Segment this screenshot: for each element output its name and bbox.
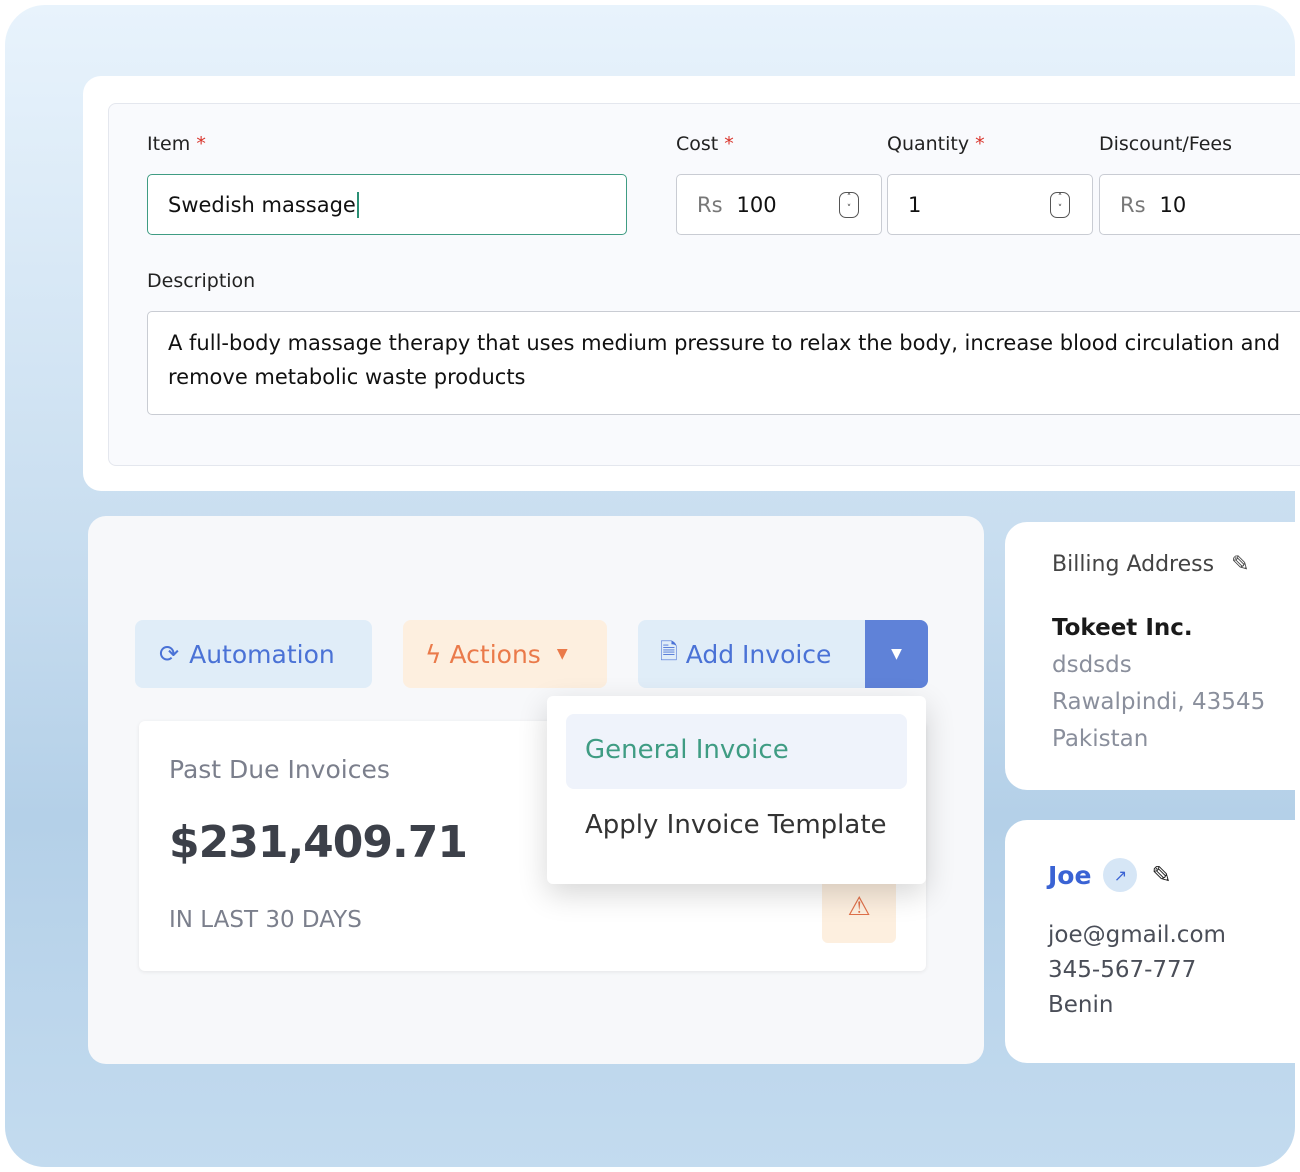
billing-line1: dsdsds — [1052, 652, 1132, 678]
contact-card: Joe ↗ ✎ joe@gmail.com 345-567-777 Benin — [1005, 820, 1300, 1063]
currency-prefix: Rs — [1120, 192, 1146, 217]
add-invoice-dropdown-toggle[interactable]: ▼ — [865, 620, 928, 688]
edit-pencil-icon[interactable]: ✎ — [1231, 552, 1250, 577]
cost-label: Cost * — [676, 133, 734, 155]
cost-input[interactable]: Rs 100 ˄ ˅ — [676, 174, 882, 235]
quantity-input[interactable]: 1 ˄ ˅ — [887, 174, 1093, 235]
automation-label: Automation — [189, 639, 335, 669]
menu-item-apply-invoice-template[interactable]: Apply Invoice Template — [585, 810, 887, 840]
add-invoice-button[interactable]: 🗎 Add Invoice ▼ — [638, 620, 928, 688]
add-invoice-dropdown-menu: General Invoice Apply Invoice Template — [547, 696, 926, 884]
billing-line2: Rawalpindi, 43545 — [1052, 689, 1266, 715]
contact-phone: 345-567-777 — [1048, 957, 1197, 983]
caret-down-icon: ▼ — [556, 646, 568, 662]
contact-header: Joe ↗ ✎ — [1048, 858, 1172, 892]
item-input[interactable]: Swedish massage — [147, 174, 627, 235]
currency-prefix: Rs — [697, 192, 723, 217]
discount-value: 10 — [1159, 192, 1187, 217]
billing-country: Pakistan — [1052, 726, 1149, 752]
menu-item-general-invoice[interactable]: General Invoice — [566, 714, 907, 789]
open-external-icon[interactable]: ↗ — [1103, 858, 1138, 892]
automation-button[interactable]: ⟳ Automation — [135, 620, 372, 688]
stepper-icon[interactable]: ˄ ˅ — [839, 192, 859, 218]
discount-label: Discount/Fees — [1099, 133, 1232, 155]
contact-name-link[interactable]: Joe — [1048, 860, 1092, 890]
contact-email: joe@gmail.com — [1048, 922, 1226, 948]
automation-icon: ⟳ — [159, 640, 180, 668]
document-icon: 🗎 — [660, 640, 678, 665]
description-label: Description — [147, 270, 256, 292]
billing-address-title: Billing Address ✎ — [1052, 552, 1250, 577]
item-value: Swedish massage — [168, 192, 356, 217]
billing-address-card: Billing Address ✎ Tokeet Inc. dsdsds Raw… — [1005, 522, 1300, 790]
past-due-title: Past Due Invoices — [169, 755, 390, 784]
edit-pencil-icon[interactable]: ✎ — [1151, 861, 1172, 889]
description-textarea[interactable]: A full-body massage therapy that uses me… — [147, 311, 1300, 415]
text-cursor — [356, 191, 359, 218]
item-label: Item * — [147, 133, 206, 155]
add-invoice-label: Add Invoice — [685, 639, 832, 669]
cost-value: 100 — [736, 192, 777, 217]
actions-button[interactable]: ϟ Actions ▼ — [403, 620, 607, 688]
stepper-icon[interactable]: ˄ ˅ — [1050, 192, 1070, 218]
discount-input[interactable]: Rs 10 — [1099, 174, 1300, 235]
past-due-period: IN LAST 30 DAYS — [169, 907, 362, 933]
past-due-amount: $231,409.71 — [169, 817, 468, 868]
actions-label: Actions — [449, 639, 541, 669]
contact-country: Benin — [1048, 992, 1114, 1018]
quantity-value: 1 — [908, 192, 922, 217]
lightning-icon: ϟ — [425, 639, 442, 669]
quantity-label: Quantity * — [887, 133, 985, 155]
billing-company: Tokeet Inc. — [1052, 615, 1193, 641]
